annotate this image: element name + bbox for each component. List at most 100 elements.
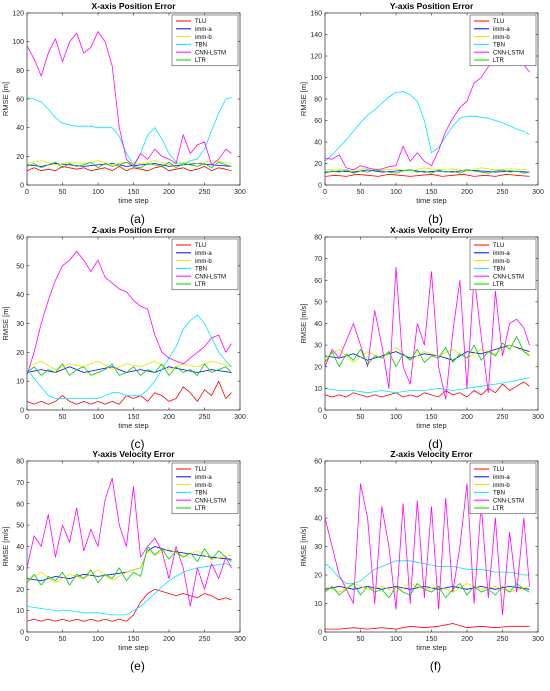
x-tick-label: 150 [426, 189, 438, 196]
x-axis-label: time step [416, 421, 446, 430]
chart-title: X-axis Position Error [91, 1, 176, 11]
series-line-tlu [325, 173, 530, 177]
y-tick-label: 100 [12, 39, 24, 46]
x-tick-label: 50 [357, 414, 365, 421]
x-axis-label: time step [118, 196, 148, 205]
x-tick-label: 0 [323, 414, 327, 421]
series-line-tlu [325, 623, 530, 630]
panel-label: (d) [428, 437, 443, 451]
y-tick-label: 20 [314, 364, 322, 371]
chart-title: X-axis Velocity Error [390, 225, 473, 235]
legend-label: TBN [195, 43, 207, 49]
x-tick-label: 0 [25, 189, 29, 196]
x-tick-label: 0 [323, 189, 327, 196]
y-tick-label: 120 [12, 11, 24, 18]
chart-title: Y-axis Position Error [390, 1, 474, 11]
legend-label: LTR [493, 282, 505, 288]
x-tick-label: 0 [25, 636, 29, 643]
series-line-tbn [27, 314, 232, 399]
x-tick-label: 150 [128, 636, 140, 643]
series-line-cnn-lstm [27, 477, 232, 607]
x-tick-label: 200 [163, 636, 175, 643]
panel-label: (b) [428, 212, 443, 226]
legend-box [171, 238, 239, 291]
panel-label: (a) [130, 212, 145, 226]
series-line-imm-a [325, 586, 530, 590]
x-tick-label: 300 [234, 636, 246, 643]
x-tick-label: 50 [357, 189, 365, 196]
y-tick-label: 0 [20, 183, 24, 190]
x-tick-label: 200 [163, 414, 175, 421]
chart-panel: 0 50 100 150 200 250 300 0 10 20 30 40 50 60 Z-axis Ve… [299, 449, 544, 673]
x-tick-label: 100 [92, 636, 104, 643]
y-tick-label: 60 [16, 501, 24, 508]
legend-label: imm-a [195, 27, 212, 33]
chart-panel: 0 50 100 150 200 250 300 0 10 20 30 40 50 60 70 80 Y-axi… [1, 449, 246, 673]
y-tick-label: 40 [16, 125, 24, 132]
series-line-imm-b [325, 167, 530, 172]
series-line-cnn-lstm [27, 31, 232, 167]
chart-panel: 0 50 100 150 200 250 300 0 20 40 60 80 100 120 X-axis … [1, 1, 246, 226]
legend-box [469, 238, 537, 291]
x-tick-label: 100 [390, 636, 402, 643]
legend-label: TLU [493, 243, 504, 249]
series-group [27, 31, 232, 172]
x-tick-label: 250 [199, 189, 211, 196]
x-tick-label: 150 [426, 414, 438, 421]
legend-label: LTR [195, 58, 207, 64]
y-axis-label: RMSE [m] [1, 82, 10, 116]
x-tick-label: 250 [497, 636, 509, 643]
legend-label: TLU [493, 19, 504, 25]
chart-title: Z-axis Position Error [92, 225, 176, 235]
x-tick-label: 250 [497, 414, 509, 421]
y-tick-label: 40 [16, 292, 24, 299]
legend-label: imm-b [195, 483, 212, 489]
series-line-imm-b [27, 548, 232, 584]
x-axis-label: time step [118, 421, 148, 430]
series-line-imm-b [27, 360, 232, 371]
y-tick-label: 20 [16, 587, 24, 594]
x-tick-label: 100 [390, 414, 402, 421]
y-tick-label: 80 [314, 235, 322, 242]
x-tick-label: 100 [92, 414, 104, 421]
y-tick-label: 0 [20, 408, 24, 415]
y-tick-label: 160 [310, 11, 322, 18]
legend-label: imm-a [195, 251, 212, 257]
y-tick-label: 20 [16, 350, 24, 357]
chart-title: Y-axis Velocity Error [92, 449, 175, 459]
series-line-tbn [27, 97, 232, 166]
legend-label: TBN [195, 491, 207, 497]
y-tick-label: 80 [16, 459, 24, 466]
legend-label: TBN [493, 491, 505, 497]
chart-panel: 0 50 100 150 200 250 300 0 10 20 30 40 50 60 Z-axis Po… [1, 225, 246, 451]
y-tick-label: 20 [314, 573, 322, 580]
y-axis-label: RMSE [m/s] [299, 526, 308, 566]
y-tick-label: 80 [314, 97, 322, 104]
y-tick-label: 60 [16, 235, 24, 242]
y-tick-label: 40 [16, 544, 24, 551]
legend-label: CNN-LSTM [195, 274, 226, 280]
y-tick-label: 60 [314, 278, 322, 285]
legend-label: TLU [195, 467, 206, 473]
x-tick-label: 100 [92, 189, 104, 196]
series-line-imm-a [325, 344, 530, 361]
legend-label: TBN [493, 267, 505, 273]
x-axis-label: time step [118, 643, 148, 652]
y-tick-label: 10 [16, 379, 24, 386]
legend-label: LTR [195, 282, 207, 288]
x-tick-label: 50 [59, 414, 67, 421]
legend-label: imm-b [493, 35, 510, 41]
legend-label: CNN-LSTM [493, 498, 524, 504]
series-line-tlu [27, 588, 232, 622]
x-tick-label: 50 [59, 636, 67, 643]
panel-label: (e) [130, 659, 145, 673]
y-tick-label: 50 [16, 523, 24, 530]
series-line-tbn [325, 91, 530, 162]
legend-label: CNN-LSTM [195, 50, 226, 56]
y-tick-label: 80 [16, 68, 24, 75]
